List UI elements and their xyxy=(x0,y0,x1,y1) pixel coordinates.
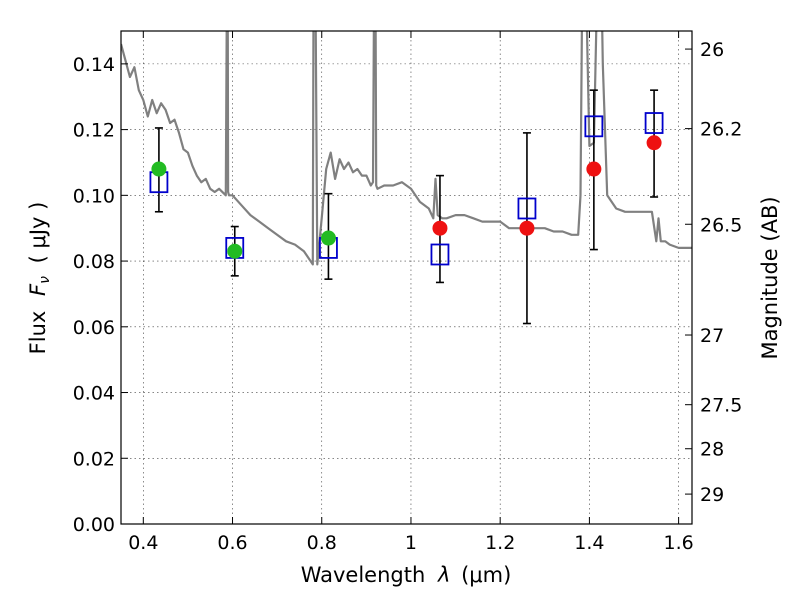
circle-marker xyxy=(227,243,243,259)
y2-tick-label: 26 xyxy=(700,39,724,61)
square-marker xyxy=(584,115,604,138)
model-spectrum xyxy=(121,31,692,266)
y2-tick-label: 29 xyxy=(700,484,724,506)
x-axis-label-unit: (μm) xyxy=(461,563,511,587)
square-marker xyxy=(644,112,664,134)
x-axis-label-prefix: Wavelength xyxy=(301,563,426,587)
circle-marker xyxy=(646,135,662,151)
y-tick-label: 0.04 xyxy=(73,383,115,405)
y-axis-label-prefix: Flux xyxy=(26,311,50,355)
y2-tick-label: 26.2 xyxy=(700,119,742,141)
spectrum-line xyxy=(121,31,692,266)
x-tick-label: 1.4 xyxy=(574,532,604,554)
y-axis-label-subscript: ν xyxy=(37,276,53,284)
x-tick-label: 0.8 xyxy=(307,532,337,554)
x-tick-label: 1.6 xyxy=(664,532,694,554)
x-tick-label: 1 xyxy=(405,532,417,554)
y-tick-label: 0.12 xyxy=(73,120,115,142)
circle-marker xyxy=(320,230,336,246)
x-axis-label-symbol: λ xyxy=(437,563,450,587)
y2-tick-label: 27 xyxy=(700,325,724,347)
y2-tick-label: 27.5 xyxy=(700,395,742,417)
x-tick-label: 0.6 xyxy=(217,532,247,554)
y2-tick-label: 28 xyxy=(700,439,724,461)
axis-ticks xyxy=(121,31,692,525)
y-axis-label-symbol: F xyxy=(26,283,50,296)
circle-marker xyxy=(586,161,602,177)
tick-labels: 0.4 0.6 0.8 1 1.2 1.4 1.6 0.00 0.02 0.04 0.06 0.08 0… xyxy=(73,39,743,554)
y-tick-label: 0.08 xyxy=(73,251,115,273)
y-axis-label: Flux Fν ( μJy ) xyxy=(26,202,54,355)
y-tick-label: 0.00 xyxy=(73,514,115,536)
circle-marker xyxy=(151,161,167,177)
x-tick-label: 1.2 xyxy=(485,532,515,554)
y2-tick-label: 26.5 xyxy=(700,214,742,236)
y-axis-label-unit: ( μJy ) xyxy=(26,202,50,264)
y-tick-label: 0.06 xyxy=(73,317,115,339)
circle-marker xyxy=(432,220,448,236)
y-tick-label: 0.10 xyxy=(73,185,115,207)
grid xyxy=(121,31,692,524)
error-bars xyxy=(154,89,659,325)
x-axis-label: Wavelength λ (μm) xyxy=(301,563,512,587)
y-tick-label: 0.02 xyxy=(73,448,115,470)
square-marker xyxy=(517,197,537,220)
plot-frame xyxy=(120,30,693,525)
y-tick-label: 0.14 xyxy=(73,54,115,76)
y2-axis-label: Magnitude (AB) xyxy=(758,196,782,359)
square-marker xyxy=(430,243,450,266)
circle-marker xyxy=(519,220,535,236)
x-tick-label: 0.4 xyxy=(128,532,158,554)
data-points xyxy=(149,112,664,266)
